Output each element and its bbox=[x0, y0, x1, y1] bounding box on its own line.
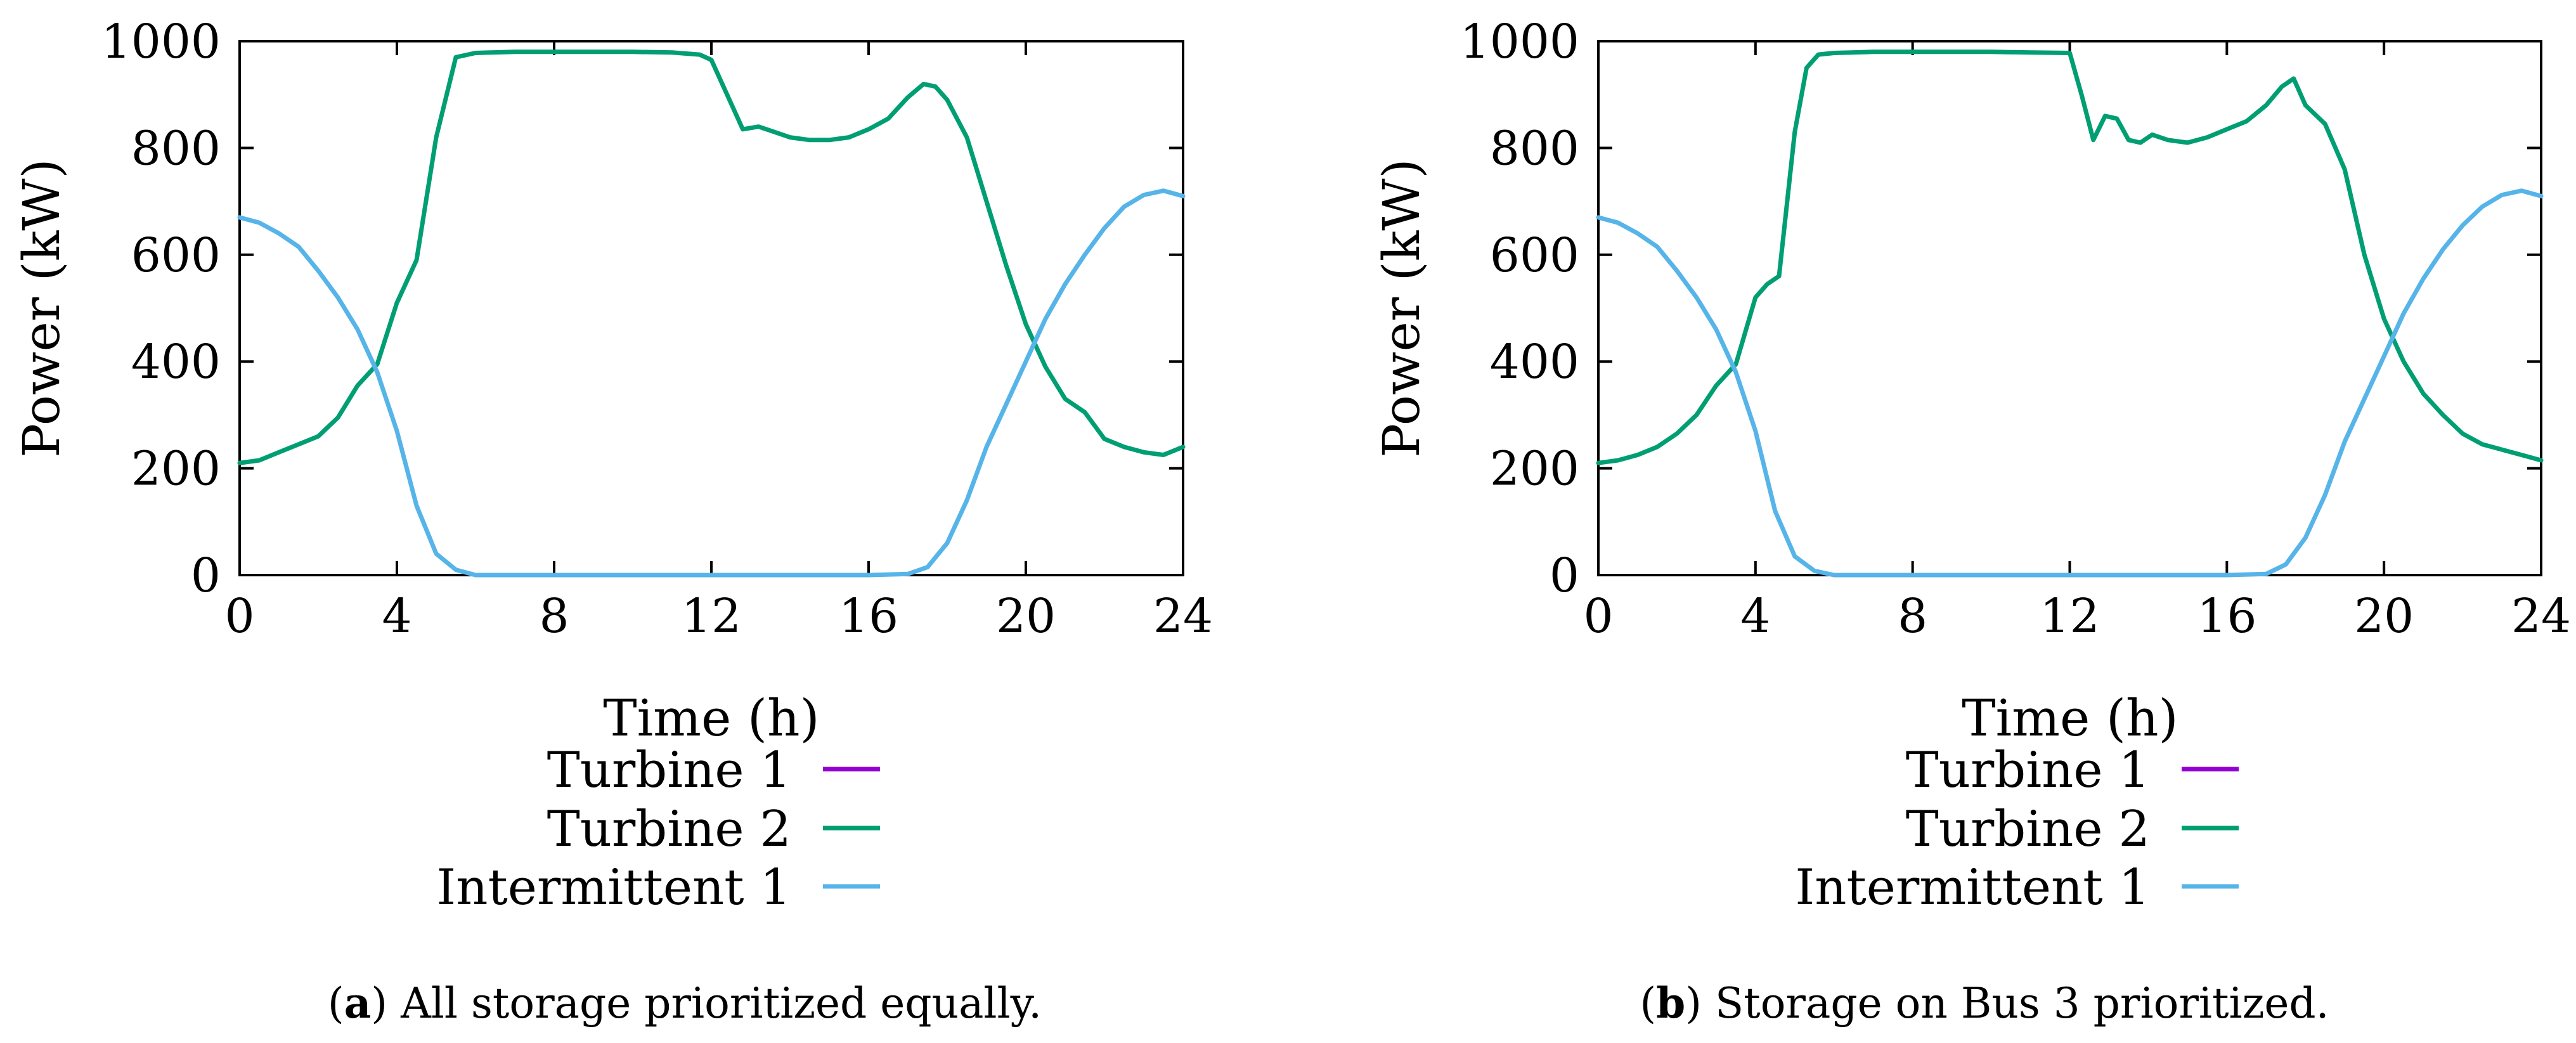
legend-label: Turbine 2 bbox=[1906, 801, 2150, 858]
x-tick-label: 0 bbox=[224, 589, 254, 644]
captions: (a) All storage prioritized equally. (b)… bbox=[328, 978, 2329, 1028]
series-line-turbine-2 bbox=[1596, 49, 2544, 465]
y-axis-label: Power (kW) bbox=[1372, 159, 1431, 457]
chart-panel-b: 0 4 8 12 16 20 24 0 200 400 600 800 1000 Power (kW) Ti… bbox=[1372, 15, 2571, 916]
x-axis-label: Time (h) bbox=[1962, 689, 2178, 748]
x-tick-label: 24 bbox=[2511, 589, 2571, 644]
x-axis-label: Time (h) bbox=[603, 689, 820, 748]
y-axis-label: Power (kW) bbox=[12, 159, 71, 457]
y-tick-label: 600 bbox=[131, 228, 221, 283]
y-tick-label: 400 bbox=[131, 335, 221, 389]
y-tick-label: 200 bbox=[1490, 442, 1579, 496]
x-tick-label: 16 bbox=[2197, 589, 2256, 644]
y-tick-label: 400 bbox=[1490, 335, 1579, 389]
y-tick-label: 0 bbox=[191, 548, 221, 603]
legend-label: Intermittent 1 bbox=[436, 859, 791, 916]
x-tick-label: 12 bbox=[682, 589, 741, 644]
y-tick-label: 600 bbox=[1490, 228, 1579, 283]
y-tick-label: 800 bbox=[131, 121, 221, 176]
series-line-intermittent-1 bbox=[237, 188, 1186, 578]
x-tick-label: 16 bbox=[839, 589, 898, 644]
caption-b: (b) Storage on Bus 3 prioritized. bbox=[1640, 978, 2329, 1028]
caption-a: (a) All storage prioritized equally. bbox=[328, 978, 1042, 1028]
y-tick-label: 200 bbox=[131, 442, 221, 496]
x-tick-label: 20 bbox=[2354, 589, 2414, 644]
plot-frame bbox=[1597, 40, 2542, 576]
y-tick-label: 1000 bbox=[1460, 15, 1579, 69]
y-tick-label: 0 bbox=[1550, 548, 1579, 603]
legend-label: Turbine 1 bbox=[1906, 742, 2150, 799]
legend-label: Turbine 2 bbox=[547, 801, 791, 858]
x-tick-label: 8 bbox=[1898, 589, 1927, 644]
x-tick-label: 4 bbox=[382, 589, 411, 644]
x-tick-label: 24 bbox=[1153, 589, 1213, 644]
plot-frame bbox=[238, 40, 1184, 576]
x-tick-label: 4 bbox=[1740, 589, 1770, 644]
x-tick-label: 0 bbox=[1583, 589, 1613, 644]
chart-panel-a: 0 4 8 12 16 20 24 0 200 400 600 800 1000 Power (kW) Ti… bbox=[12, 15, 1213, 916]
legend-label: Turbine 1 bbox=[547, 742, 791, 799]
y-tick-label: 800 bbox=[1490, 121, 1579, 176]
x-tick-label: 20 bbox=[996, 589, 1056, 644]
y-tick-label: 1000 bbox=[101, 15, 221, 69]
series-line-intermittent-1 bbox=[1596, 188, 2544, 578]
x-tick-label: 8 bbox=[539, 589, 569, 644]
series-line-turbine-2 bbox=[237, 49, 1186, 465]
legend-label: Intermittent 1 bbox=[1795, 859, 2150, 916]
x-tick-label: 12 bbox=[2040, 589, 2099, 644]
